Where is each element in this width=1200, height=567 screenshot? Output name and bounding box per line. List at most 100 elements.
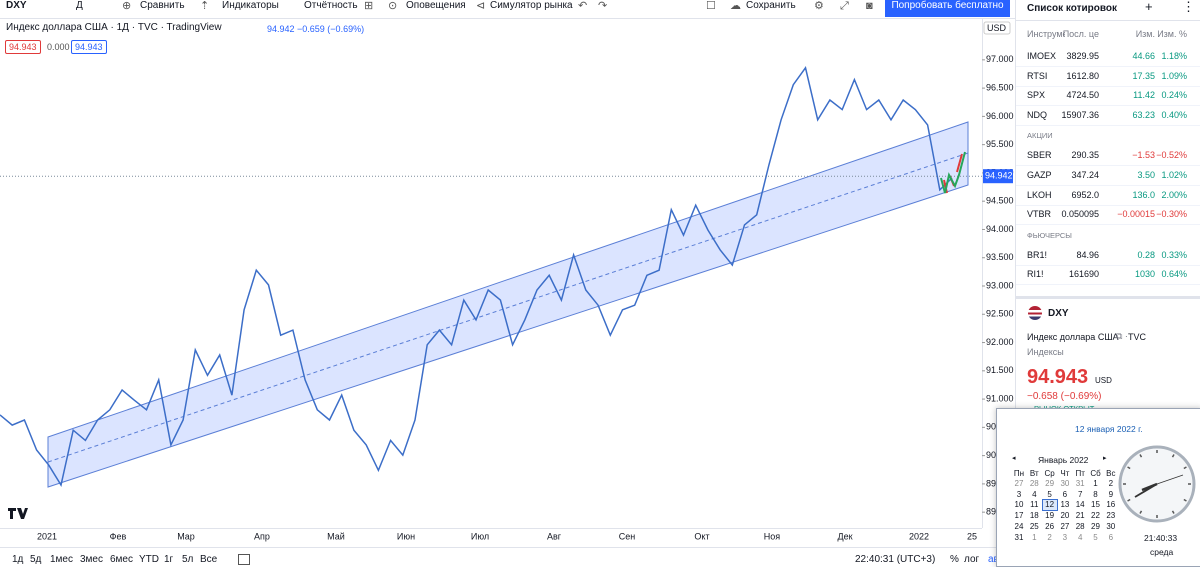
toolbar-icon[interactable]: ⊲ xyxy=(476,0,486,12)
range-button[interactable]: 6мес xyxy=(110,554,133,565)
toolbar-button[interactable]: DXY xyxy=(6,0,27,11)
watchlist-row[interactable] xyxy=(1016,205,1200,226)
calendar-day[interactable]: 14 xyxy=(1075,500,1085,510)
calendar-day[interactable]: 4 xyxy=(1032,489,1037,499)
auto-toggle[interactable]: ав xyxy=(988,554,999,565)
calendar-day[interactable]: 31 xyxy=(1014,532,1024,542)
clock-tick xyxy=(1183,498,1187,502)
calendar-day[interactable]: 28 xyxy=(1075,521,1085,531)
toolbar-button[interactable]: Сравнить xyxy=(140,0,185,11)
calendar-day[interactable]: 23 xyxy=(1106,511,1116,521)
calendar-day[interactable]: 2 xyxy=(1047,532,1052,542)
row-value: 6952.0 xyxy=(1071,189,1099,200)
try-button[interactable]: Попробовать бесплатно xyxy=(885,0,1010,17)
percent-toggle[interactable]: % xyxy=(950,554,959,565)
calendar-day[interactable]: 5 xyxy=(1047,489,1052,499)
clock-tick xyxy=(1139,510,1143,514)
toolbar-button[interactable]: Д xyxy=(76,0,83,11)
range-button[interactable]: 1г xyxy=(164,554,174,565)
calendar-day[interactable]: 2 xyxy=(1108,479,1114,488)
currency-label: USD xyxy=(987,23,1007,33)
calendar-day[interactable]: 5 xyxy=(1093,532,1098,542)
calendar-day[interactable]: 4 xyxy=(1077,532,1083,542)
calendar-day[interactable]: 29 xyxy=(1045,479,1055,488)
toolbar-icon[interactable]: ⊕ xyxy=(122,0,132,12)
watchlist-row[interactable] xyxy=(1016,86,1200,107)
range-button[interactable]: 1д xyxy=(12,554,24,565)
watchlist-row[interactable] xyxy=(1016,246,1200,266)
time-label: Фев xyxy=(110,531,127,541)
watchlist-row[interactable] xyxy=(1016,265,1200,286)
range-button[interactable]: 3мес xyxy=(80,554,103,565)
calendar-day[interactable]: 1 xyxy=(1032,532,1037,542)
range-button[interactable]: 5д xyxy=(30,554,42,565)
calendar-day[interactable]: 18 xyxy=(1029,511,1039,521)
calendar-day[interactable]: 17 xyxy=(1014,511,1024,521)
calendar-next[interactable]: ▸ xyxy=(1103,455,1107,462)
calendar-day[interactable]: 11 xyxy=(1030,500,1039,510)
calendar-day[interactable]: 22 xyxy=(1091,511,1100,521)
calendar-day[interactable]: 31 xyxy=(1075,479,1085,488)
calendar-day[interactable]: 12 xyxy=(1041,499,1058,512)
watchlist-icon[interactable]: + xyxy=(1145,0,1153,14)
calendar-day[interactable]: 7 xyxy=(1077,489,1083,499)
watchlist-row[interactable] xyxy=(1016,106,1200,126)
toolbar-icon[interactable]: ⊙ xyxy=(388,0,398,12)
calendar-day[interactable]: 19 xyxy=(1045,511,1055,521)
calendar-day[interactable]: 25 xyxy=(1029,521,1039,531)
calendar-day[interactable]: 8 xyxy=(1093,489,1098,499)
calendar-day[interactable]: 21 xyxy=(1075,511,1085,521)
toolbar-button[interactable]: Сохранить xyxy=(746,0,796,11)
time-label: 25 xyxy=(967,531,977,541)
watchlist-row[interactable] xyxy=(1016,166,1200,186)
row-symbol: SPX xyxy=(1027,90,1046,101)
toolbar-icon[interactable]: ⊞ xyxy=(364,0,374,12)
toolbar-icon[interactable]: ⚙ xyxy=(814,0,824,12)
toolbar-button[interactable]: Оповещения xyxy=(406,0,466,11)
row-value: −0.00015 xyxy=(1117,209,1155,220)
calendar-day[interactable]: 27 xyxy=(1060,521,1070,531)
calendar-day[interactable]: 9 xyxy=(1108,489,1114,499)
calendar-day[interactable]: 30 xyxy=(1106,521,1116,531)
calendar-day[interactable]: 1 xyxy=(1093,479,1098,488)
watchlist-row[interactable] xyxy=(1016,186,1200,206)
watchlist-row[interactable] xyxy=(1016,146,1200,167)
calendar-day[interactable]: 27 xyxy=(1014,479,1024,488)
calendar-day[interactable]: 3 xyxy=(1062,532,1068,542)
range-button[interactable]: 1мес xyxy=(50,554,73,565)
toolbar-icon[interactable]: ◙ xyxy=(866,0,873,12)
calendar-day[interactable]: 20 xyxy=(1060,511,1070,521)
calendar-day[interactable]: 10 xyxy=(1014,500,1024,510)
calendar-day[interactable]: 24 xyxy=(1014,521,1024,531)
row-value: 17.35 xyxy=(1132,70,1155,81)
calendar-day[interactable]: 29 xyxy=(1091,521,1100,531)
row-symbol: RI1! xyxy=(1027,269,1044,280)
range-button[interactable]: Все xyxy=(200,554,218,565)
watchlist-icon[interactable]: ⋮ xyxy=(1182,0,1195,14)
calendar-day[interactable]: 30 xyxy=(1060,479,1070,488)
calendar-day[interactable]: 28 xyxy=(1029,479,1039,488)
clock-tick xyxy=(1171,454,1175,458)
calendar-day[interactable]: 6 xyxy=(1108,532,1114,542)
range-button[interactable]: 5л xyxy=(182,554,194,565)
toolbar-icon[interactable]: ↷ xyxy=(598,0,608,12)
toolbar-icon[interactable]: ☁ xyxy=(730,0,741,12)
toolbar-button[interactable]: Индикаторы xyxy=(222,0,279,11)
toolbar-button[interactable]: Симулятор рынка xyxy=(490,0,573,11)
calendar-day[interactable]: 26 xyxy=(1045,521,1055,531)
range-button[interactable]: YTD xyxy=(139,554,159,565)
toolbar-button[interactable]: Отчётность xyxy=(304,0,358,11)
watchlist-row[interactable] xyxy=(1016,47,1200,67)
watchlist-row[interactable] xyxy=(1016,67,1200,87)
calendar-day[interactable]: 6 xyxy=(1062,489,1068,499)
calendar-day[interactable]: 13 xyxy=(1060,500,1070,510)
toolbar-icon[interactable]: ☐ xyxy=(706,0,716,12)
calendar-day[interactable]: 16 xyxy=(1106,500,1116,510)
calendar-prev[interactable]: ◂ xyxy=(1012,455,1016,462)
toolbar-icon[interactable]: ↶ xyxy=(578,0,588,12)
toolbar-icon[interactable]: ⤢ xyxy=(840,0,849,12)
toolbar-icon[interactable]: ⇡ xyxy=(200,0,210,12)
calendar-day[interactable]: 3 xyxy=(1016,489,1022,499)
calendar-day[interactable]: 15 xyxy=(1091,500,1100,510)
log-toggle[interactable]: лог xyxy=(964,554,980,565)
